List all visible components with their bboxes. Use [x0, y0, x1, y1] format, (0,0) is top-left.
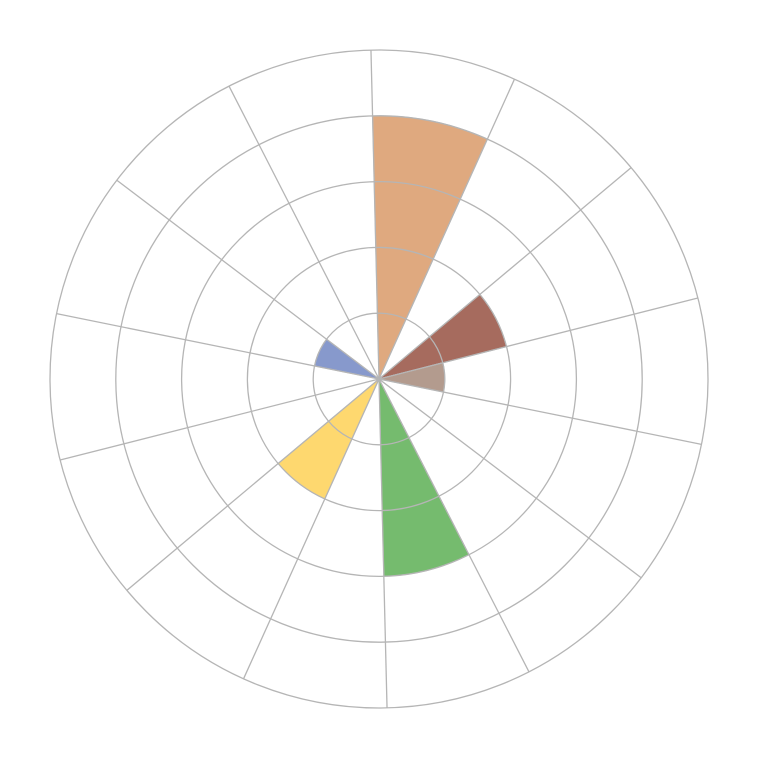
- grid-ring: [246, 246, 512, 512]
- spoke: [378, 378, 388, 708]
- spoke: [378, 167, 632, 380]
- spoke: [378, 378, 702, 445]
- spoke: [228, 85, 380, 380]
- sector: [378, 378, 470, 577]
- grid-ring: [312, 312, 446, 446]
- spoke: [378, 378, 642, 579]
- spoke: [378, 297, 699, 380]
- spoke: [242, 378, 380, 680]
- spoke: [126, 378, 380, 591]
- spoke: [378, 378, 530, 673]
- grid-ring: [180, 180, 578, 578]
- spoke: [59, 378, 380, 461]
- spoke: [370, 50, 380, 380]
- grid-ring: [49, 49, 709, 709]
- spoke: [116, 179, 380, 380]
- grid-ring: [115, 115, 643, 643]
- spoke: [378, 78, 516, 380]
- sector: [277, 378, 380, 500]
- spoke: [56, 313, 380, 380]
